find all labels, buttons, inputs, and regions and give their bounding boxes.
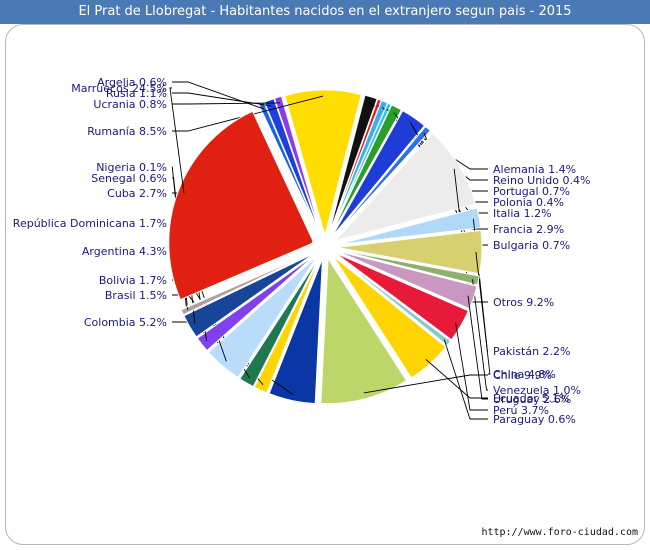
pie-slice-argentina <box>207 255 318 379</box>
slice-label-nigeria: Nigeria 0.1% <box>96 161 167 174</box>
slice-label-bolivia: Bolivia 1.7% <box>99 274 167 287</box>
leader-line-rumania <box>172 95 324 132</box>
slice-label-china: China 4.8% <box>493 368 556 381</box>
slice-label-pakistan: Pakistán 2.2% <box>493 345 571 358</box>
pie-slice-marruecos <box>168 110 315 301</box>
slice-label-otros: Otros 9.2% <box>493 296 554 309</box>
slice-label-bulgaria: Bulgaria 0.7% <box>493 239 570 252</box>
leader-line-china <box>475 251 491 375</box>
pie-center <box>311 233 339 261</box>
slice-label-senegal: Senegal 0.6% <box>91 172 167 185</box>
pie-slice-bulgaria <box>332 125 432 239</box>
leader-line-marruecos <box>169 87 185 194</box>
leader-line-peru <box>455 322 488 411</box>
pie-slice-china <box>336 229 483 275</box>
slice-label-colombia: Colombia 5.2% <box>84 316 167 329</box>
pie-slice-peru <box>335 252 470 341</box>
slice-label-italia: Italia 1.2% <box>493 207 552 220</box>
slice-label-uruguay: Uruguay 2.6% <box>493 393 571 406</box>
slice-label-argelia: Argelia 0.6% <box>97 76 167 89</box>
leader-line-argelia <box>172 81 264 110</box>
pie-slice-bolivia <box>239 257 320 388</box>
leader-line-paraguay <box>443 339 488 420</box>
slice-label-cuba: Cuba 2.7% <box>107 187 167 200</box>
chart-title: El Prat de Llobregat - Habitantes nacido… <box>0 0 650 24</box>
pie-slice-paraguay <box>334 253 452 347</box>
pie-slice-pakistan <box>336 207 482 246</box>
pie-slice-otros <box>333 132 477 242</box>
pie-slice-polonia <box>329 102 392 237</box>
slice-label-chile: Chile 9.9% <box>493 369 552 382</box>
slice-label-marruecos: Marruecos 24.5% <box>71 82 167 95</box>
pie-slice-cuba <box>183 252 315 338</box>
slice-label-reino-unido: Reino Unido 0.4% <box>493 174 590 187</box>
pie-slice-republica-dominicana <box>196 254 316 352</box>
slice-label-francia: Francia 2.9% <box>493 223 564 236</box>
slice-label-brasil: Brasil 1.5% <box>105 289 167 302</box>
pie-slice-rumania <box>284 89 362 237</box>
slice-label-ecuador: Ecuador 5.1% <box>493 392 569 405</box>
pie-slice-italia <box>330 104 403 237</box>
pie-slice-francia <box>331 109 426 238</box>
leader-line-ecuador <box>425 359 488 399</box>
pie-slice-ecuador <box>332 255 447 379</box>
slice-label-rumania: Rumanía 8.5% <box>87 125 167 138</box>
slice-label-paraguay: Paraguay 0.6% <box>493 413 576 426</box>
pie-slice-alemania <box>328 94 378 236</box>
slice-label-rusia: Rusia 1.1% <box>106 87 167 100</box>
pie-slice-nigeria <box>179 251 315 311</box>
pie-slice-brasil <box>253 257 321 394</box>
pie-slice-rusia <box>263 97 322 236</box>
pie-slice-ucrania <box>273 95 322 236</box>
slice-label-republica-dominicana: República Dominicana 1.7% <box>13 217 167 230</box>
slice-label-venezuela: Venezuela 1.0% <box>493 384 581 397</box>
pie-slice-venezuela <box>336 249 480 286</box>
pie-slice-colombia <box>268 258 323 405</box>
slice-label-portugal: Portugal 0.7% <box>493 185 570 198</box>
slice-label-polonia: Polonia 0.4% <box>493 196 564 209</box>
leader-line-rusia <box>172 92 272 107</box>
slice-label-alemania: Alemania 1.4% <box>493 163 576 176</box>
leader-line-uruguay <box>467 295 488 400</box>
slice-label-ucrania: Ucrania 0.8% <box>93 98 167 111</box>
leader-line-chile <box>363 374 488 394</box>
leader-line-venezuela <box>472 279 488 391</box>
pie-slice-chile <box>320 257 408 405</box>
slice-label-peru: Perú 3.7% <box>493 404 549 417</box>
slice-label-argentina: Argentina 4.3% <box>82 245 167 258</box>
source-url: http://www.foro-ciudad.com <box>481 527 638 538</box>
leader-line-ucrania <box>172 102 280 105</box>
